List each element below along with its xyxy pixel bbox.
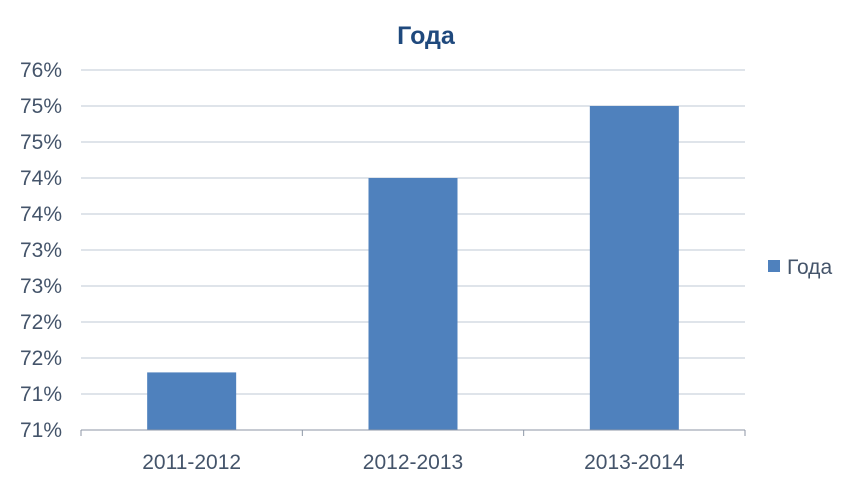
x-tick-label: 2013-2014 xyxy=(584,451,685,474)
legend: Года xyxy=(768,256,832,279)
y-tick-label: 73% xyxy=(20,275,62,298)
bar xyxy=(147,372,237,430)
y-tick-label: 76% xyxy=(20,59,62,82)
x-axis-tick-labels: 2011-2012 2012-2013 2013-2014 xyxy=(142,451,685,474)
chart-title: Года xyxy=(397,22,456,50)
y-tick-label: 75% xyxy=(20,95,62,118)
bars xyxy=(147,106,679,430)
bar xyxy=(368,178,458,430)
y-tick-label: 73% xyxy=(20,239,62,262)
bar xyxy=(589,106,679,430)
y-tick-label: 74% xyxy=(20,203,62,226)
y-tick-label: 72% xyxy=(20,347,62,370)
y-tick-label: 75% xyxy=(20,131,62,154)
y-tick-label: 72% xyxy=(20,311,62,334)
y-axis-tick-labels: 71% 71% 72% 72% 73% 73% 74% 74% 75% 75% 76% xyxy=(20,59,62,442)
x-tick-label: 2012-2013 xyxy=(363,451,463,474)
y-tick-label: 74% xyxy=(20,167,62,190)
y-tick-label: 71% xyxy=(20,419,62,442)
x-tick-label: 2011-2012 xyxy=(142,451,241,474)
x-axis xyxy=(80,429,746,436)
legend-label: Года xyxy=(787,256,832,279)
y-tick-label: 71% xyxy=(20,383,62,406)
legend-swatch xyxy=(768,260,780,272)
